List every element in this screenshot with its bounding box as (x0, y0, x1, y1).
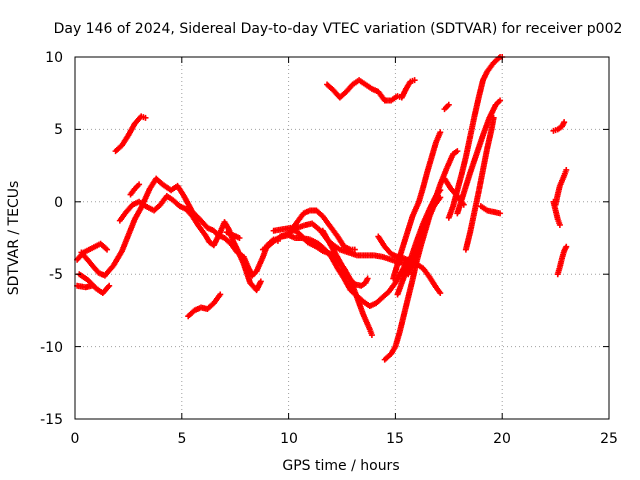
data-point (411, 77, 418, 84)
y-tick-label-minus15: -15 (40, 412, 63, 428)
y-tick-label-minus10: -10 (40, 340, 63, 356)
data-point (89, 282, 96, 289)
y-tick-label-minus5: -5 (49, 267, 63, 283)
data-point (563, 166, 570, 173)
x-tick-label-0: 0 (71, 431, 80, 447)
data-point (437, 129, 444, 136)
x-tick-label-15: 15 (386, 431, 404, 447)
data-point (106, 282, 113, 289)
x-tick-label-25: 25 (600, 431, 618, 447)
y-tick-label-5: 5 (54, 122, 63, 138)
data-point (497, 210, 504, 217)
data-point (351, 246, 358, 253)
data-point (445, 101, 452, 108)
y-tick-label-10: 10 (45, 50, 63, 66)
plot-frame (74, 56, 610, 420)
chart-title: Day 146 of 2024, Sidereal Day-to-day VTE… (54, 21, 623, 37)
data-point (497, 97, 504, 104)
data-point (104, 246, 111, 253)
grid-lines (75, 57, 609, 419)
data-point (561, 119, 568, 126)
axis-ticks (74, 56, 610, 420)
x-tick-label-20: 20 (493, 431, 511, 447)
data-point (236, 235, 243, 241)
data-point (257, 278, 264, 285)
data-point (454, 148, 461, 155)
y-axis-label: SDTVAR / TECUs (6, 181, 22, 296)
x-axis-label: GPS time / hours (282, 458, 399, 474)
data-point (563, 243, 570, 250)
data-point (490, 114, 497, 121)
data-point (142, 114, 149, 121)
data-point (437, 290, 444, 297)
data-point (364, 275, 371, 282)
x-tick-label-5: 5 (178, 431, 187, 447)
x-tick-label-10: 10 (280, 431, 298, 447)
data-point (136, 181, 143, 188)
data-point (368, 332, 375, 339)
data-point (556, 221, 563, 228)
y-tick-label-0: 0 (54, 195, 63, 211)
data-point (217, 291, 224, 298)
data-points (74, 54, 570, 363)
